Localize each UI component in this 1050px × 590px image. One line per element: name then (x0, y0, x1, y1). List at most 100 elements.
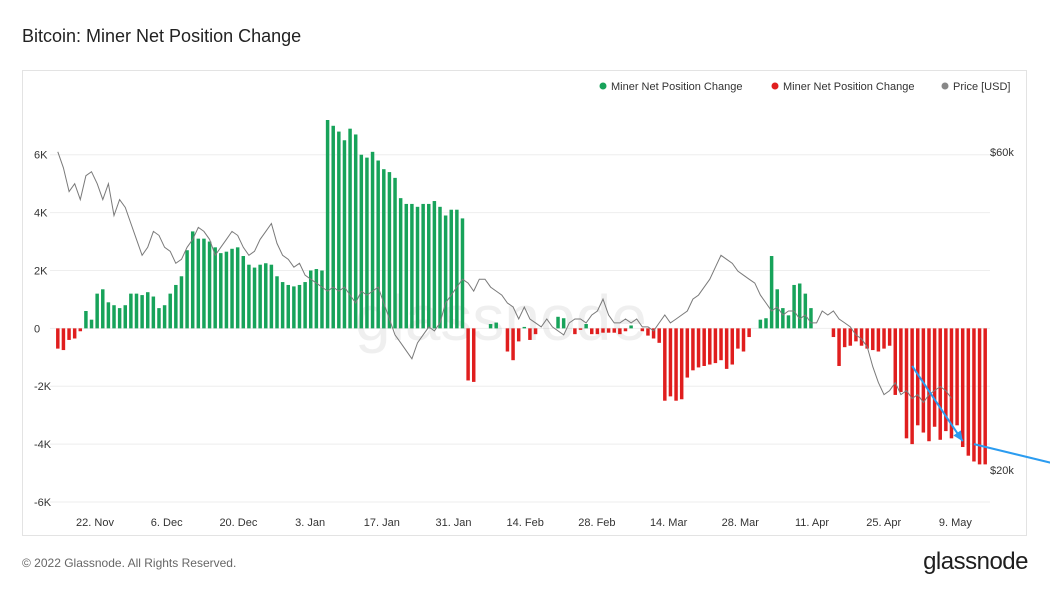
bar-positive (314, 269, 319, 329)
bar-negative (719, 328, 723, 361)
bar-positive (308, 270, 313, 329)
y-left-tick-label: 4K (34, 208, 48, 220)
y-left-tick-label: -2K (34, 381, 52, 393)
bar-positive (219, 253, 223, 329)
bar-negative (876, 328, 881, 352)
bar-positive (241, 256, 246, 329)
x-tick-label: 28. Feb (578, 517, 615, 529)
page-title: Bitcoin: Miner Net Position Change (22, 26, 302, 46)
bar-negative (696, 328, 701, 368)
bar-positive (145, 292, 150, 329)
bar-positive (140, 295, 144, 329)
bar-negative (663, 328, 667, 401)
y-left-tick-label: -4K (34, 439, 52, 451)
x-tick-label: 6. Dec (151, 517, 183, 529)
bar-positive (438, 206, 442, 329)
bar-negative (679, 328, 684, 400)
bar-positive (382, 169, 386, 329)
bar-positive (460, 218, 465, 329)
bar-negative (623, 328, 628, 332)
bar-positive (129, 293, 133, 329)
bar-negative (921, 328, 926, 433)
bar-positive (202, 238, 206, 329)
y-left-tick-label: 6K (34, 150, 48, 162)
bar-positive (781, 308, 785, 329)
bar-positive (348, 128, 352, 329)
bar-negative (887, 328, 892, 346)
bar-positive (151, 296, 156, 329)
y-left-tick-label: -6K (34, 497, 52, 509)
bar-positive (398, 198, 403, 329)
bar-positive (190, 231, 195, 329)
bar-positive (235, 247, 240, 329)
bar-negative (893, 328, 898, 395)
bar-negative (471, 328, 476, 382)
bar-negative (612, 328, 616, 333)
x-tick-label: 22. Nov (76, 517, 114, 529)
bar-positive (758, 319, 763, 329)
bar-negative (842, 328, 847, 348)
bar-negative (56, 328, 60, 349)
bar-positive (185, 250, 189, 329)
bar-positive (84, 311, 88, 329)
bar-positive (162, 305, 167, 329)
y-left-tick-label: 0 (34, 323, 40, 335)
bar-negative (747, 328, 751, 338)
bar-negative (927, 328, 931, 442)
arrow-head (953, 430, 963, 442)
bar-negative (741, 328, 746, 352)
bar-negative (960, 328, 965, 448)
bar-positive (101, 289, 105, 329)
bar-negative (730, 328, 735, 365)
legend-marker (599, 82, 607, 90)
bar-positive (415, 206, 420, 329)
bar-positive (179, 276, 184, 329)
bar-negative (736, 328, 740, 349)
bar-negative (865, 328, 869, 349)
x-axis: 22. Nov 6. Dec 20. Dec 3. Jan 17. Jan 31. Jan… (76, 517, 972, 529)
price-line (57, 151, 952, 404)
bar-positive (286, 284, 290, 329)
bar-positive (803, 293, 808, 329)
glassnode-logo[interactable]: glassnode (923, 548, 1028, 575)
bar-positive (353, 134, 358, 329)
bar-positive (168, 293, 172, 329)
bar-positive (376, 160, 380, 329)
bar-positive (410, 203, 414, 329)
bar-negative (904, 328, 909, 439)
bar-positive (809, 308, 813, 329)
bar-negative (78, 328, 83, 332)
bar-positive (247, 264, 251, 329)
bar-positive (258, 264, 262, 329)
bar-negative (657, 328, 661, 343)
bar-negative (685, 328, 690, 378)
bar-negative (590, 328, 594, 335)
bar-positive (264, 263, 268, 329)
bar-negative (949, 328, 954, 439)
x-tick-label: 14. Mar (650, 517, 688, 529)
bar-negative (466, 328, 470, 381)
x-tick-label: 14. Feb (507, 517, 544, 529)
bar-positive (196, 238, 201, 329)
bar-positive (320, 270, 324, 329)
bar-negative (573, 328, 577, 335)
bar-negative (668, 328, 673, 397)
legend: Miner Net Position Change Miner Net Posit… (599, 81, 1010, 93)
y-left-tick-label: 2K (34, 265, 48, 277)
bar-negative (528, 328, 532, 340)
bar-negative (944, 328, 948, 432)
x-tick-label: 11. Apr (795, 517, 829, 529)
bar-negative (713, 328, 718, 364)
bar-positive (449, 209, 453, 329)
bar-positive (292, 286, 296, 329)
copyright-footer: © 2022 Glassnode. All Rights Reserved. (22, 556, 237, 570)
bar-positive (224, 251, 229, 329)
bar-positive (303, 282, 307, 329)
watermark: glassnode (355, 282, 647, 354)
bar-positive (488, 324, 493, 329)
bar-negative (932, 328, 937, 427)
chart-panel (22, 70, 1027, 536)
bar-positive (522, 326, 527, 329)
annotation-arrow (911, 365, 964, 442)
